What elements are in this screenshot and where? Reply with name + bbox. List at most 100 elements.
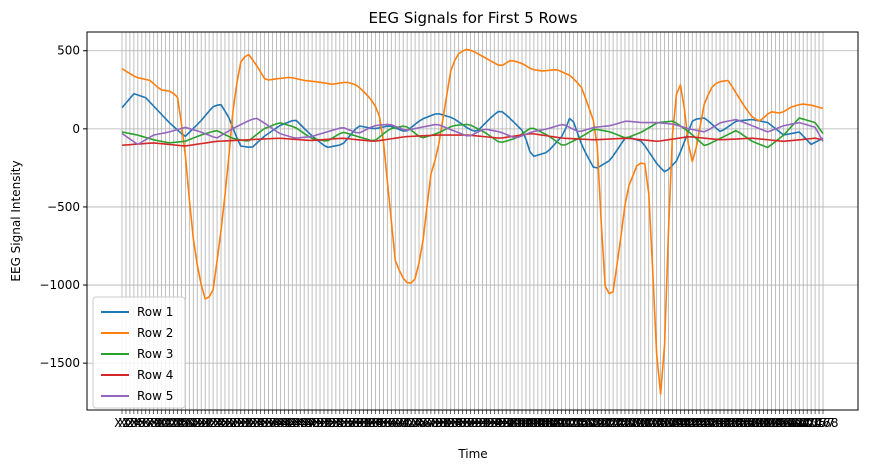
x-tick-label: X166 bbox=[760, 416, 791, 430]
x-tick-label: X86 bbox=[447, 416, 471, 430]
x-tick-label: X55 bbox=[324, 416, 348, 430]
x-tick-label: X78 bbox=[415, 416, 439, 430]
y-axis-ticks: 500 0 −500 −1000 −1500 bbox=[39, 44, 87, 370]
x-tick-label: X155 bbox=[716, 416, 747, 430]
x-tick-label: X15 bbox=[166, 416, 190, 430]
x-tick-label: X148 bbox=[689, 416, 720, 430]
x-tick-label: X17 bbox=[174, 416, 198, 430]
x-tick-label: X111 bbox=[542, 416, 573, 430]
x-tick-label: X41 bbox=[269, 416, 293, 430]
x-tick-label: X42 bbox=[273, 416, 297, 430]
x-tick-label: X103 bbox=[510, 416, 541, 430]
y-tick-label: −1500 bbox=[39, 356, 80, 370]
x-tick-label: X175 bbox=[796, 416, 827, 430]
x-tick-label: X167 bbox=[764, 416, 795, 430]
x-tick-label: X150 bbox=[697, 416, 728, 430]
x-tick-label: X139 bbox=[653, 416, 684, 430]
x-tick-label: X121 bbox=[582, 416, 613, 430]
x-tick-label: X159 bbox=[732, 416, 763, 430]
chart-title: EEG Signals for First 5 Rows bbox=[368, 9, 577, 27]
x-tick-label: X136 bbox=[641, 416, 672, 430]
x-tick-label: X22 bbox=[193, 416, 217, 430]
x-tick-label: X119 bbox=[574, 416, 605, 430]
legend-label: Row 2 bbox=[137, 326, 173, 340]
x-tick-label: X70 bbox=[384, 416, 408, 430]
x-tick-label: X100 bbox=[499, 416, 530, 430]
x-tick-label: X74 bbox=[399, 416, 423, 430]
x-tick-label: X124 bbox=[594, 416, 625, 430]
x-tick-label: X49 bbox=[300, 416, 324, 430]
x-tick-label: X21 bbox=[189, 416, 213, 430]
x-axis-ticks: X1X2X3X4X5X6X7X8X9X10X11X12X13X14X15X16X… bbox=[114, 410, 839, 430]
x-tick-label: X178 bbox=[807, 416, 838, 430]
x-tick-label: X57 bbox=[332, 416, 356, 430]
x-tick-label: X6 bbox=[134, 416, 150, 430]
x-tick-label: X91 bbox=[467, 416, 491, 430]
x-tick-label: X23 bbox=[197, 416, 221, 430]
x-tick-label: X39 bbox=[261, 416, 285, 430]
x-tick-label: X2 bbox=[118, 416, 134, 430]
x-tick-label: X79 bbox=[419, 416, 443, 430]
legend-label: Row 1 bbox=[137, 305, 173, 319]
series-layer bbox=[121, 48, 824, 395]
x-tick-label: X14 bbox=[162, 416, 186, 430]
x-tick-label: X76 bbox=[407, 416, 431, 430]
x-tick-label: X59 bbox=[340, 416, 364, 430]
x-tick-label: X61 bbox=[348, 416, 372, 430]
x-tick-label: X170 bbox=[776, 416, 807, 430]
x-tick-label: X58 bbox=[336, 416, 360, 430]
x-tick-label: X48 bbox=[296, 416, 320, 430]
x-tick-label: X176 bbox=[800, 416, 831, 430]
x-tick-label: X169 bbox=[772, 416, 803, 430]
x-tick-label: X25 bbox=[205, 416, 229, 430]
x-tick-label: X126 bbox=[601, 416, 632, 430]
x-tick-label: X172 bbox=[784, 416, 815, 430]
x-tick-label: X173 bbox=[788, 416, 819, 430]
x-tick-label: X32 bbox=[233, 416, 257, 430]
x-tick-label: X110 bbox=[538, 416, 569, 430]
x-tick-label: X112 bbox=[546, 416, 577, 430]
x-tick-label: X9 bbox=[146, 416, 162, 430]
x-tick-label: X101 bbox=[502, 416, 533, 430]
x-tick-label: X135 bbox=[637, 416, 668, 430]
x-tick-label: X24 bbox=[201, 416, 225, 430]
x-tick-label: X123 bbox=[590, 416, 621, 430]
x-tick-label: X3 bbox=[122, 416, 138, 430]
y-tick-label: −500 bbox=[47, 200, 80, 214]
x-tick-label: X73 bbox=[395, 416, 419, 430]
x-tick-label: X149 bbox=[693, 416, 724, 430]
x-tick-label: X11 bbox=[150, 416, 174, 430]
x-tick-label: X122 bbox=[586, 416, 617, 430]
x-tick-label: X160 bbox=[736, 416, 767, 430]
x-tick-label: X133 bbox=[629, 416, 660, 430]
x-tick-label: X93 bbox=[475, 416, 499, 430]
legend-label: Row 4 bbox=[137, 368, 173, 382]
x-tick-label: X64 bbox=[360, 416, 384, 430]
x-tick-label: X109 bbox=[534, 416, 565, 430]
x-tick-label: X33 bbox=[237, 416, 261, 430]
x-tick-label: X19 bbox=[182, 416, 206, 430]
x-tick-label: X83 bbox=[435, 416, 459, 430]
legend-label: Row 3 bbox=[137, 347, 173, 361]
x-tick-label: X37 bbox=[253, 416, 277, 430]
x-tick-label: X8 bbox=[142, 416, 158, 430]
x-tick-label: X116 bbox=[562, 416, 593, 430]
x-tick-label: X118 bbox=[570, 416, 601, 430]
x-tick-label: X20 bbox=[185, 416, 209, 430]
x-tick-label: X157 bbox=[724, 416, 755, 430]
y-tick-label: 0 bbox=[72, 122, 80, 136]
x-axis-label: Time bbox=[457, 447, 487, 461]
x-tick-label: X140 bbox=[657, 416, 688, 430]
legend-box bbox=[92, 296, 186, 409]
x-tick-label: X156 bbox=[720, 416, 751, 430]
x-tick-label: X45 bbox=[285, 416, 309, 430]
x-tick-label: X99 bbox=[498, 416, 522, 430]
x-tick-label: X66 bbox=[368, 416, 392, 430]
x-tick-label: X27 bbox=[213, 416, 237, 430]
x-tick-label: X153 bbox=[708, 416, 739, 430]
x-tick-label: X144 bbox=[673, 416, 704, 430]
x-tick-label: X7 bbox=[138, 416, 154, 430]
x-tick-label: X147 bbox=[685, 416, 716, 430]
x-tick-label: X35 bbox=[245, 416, 269, 430]
x-tick-label: X127 bbox=[605, 416, 636, 430]
